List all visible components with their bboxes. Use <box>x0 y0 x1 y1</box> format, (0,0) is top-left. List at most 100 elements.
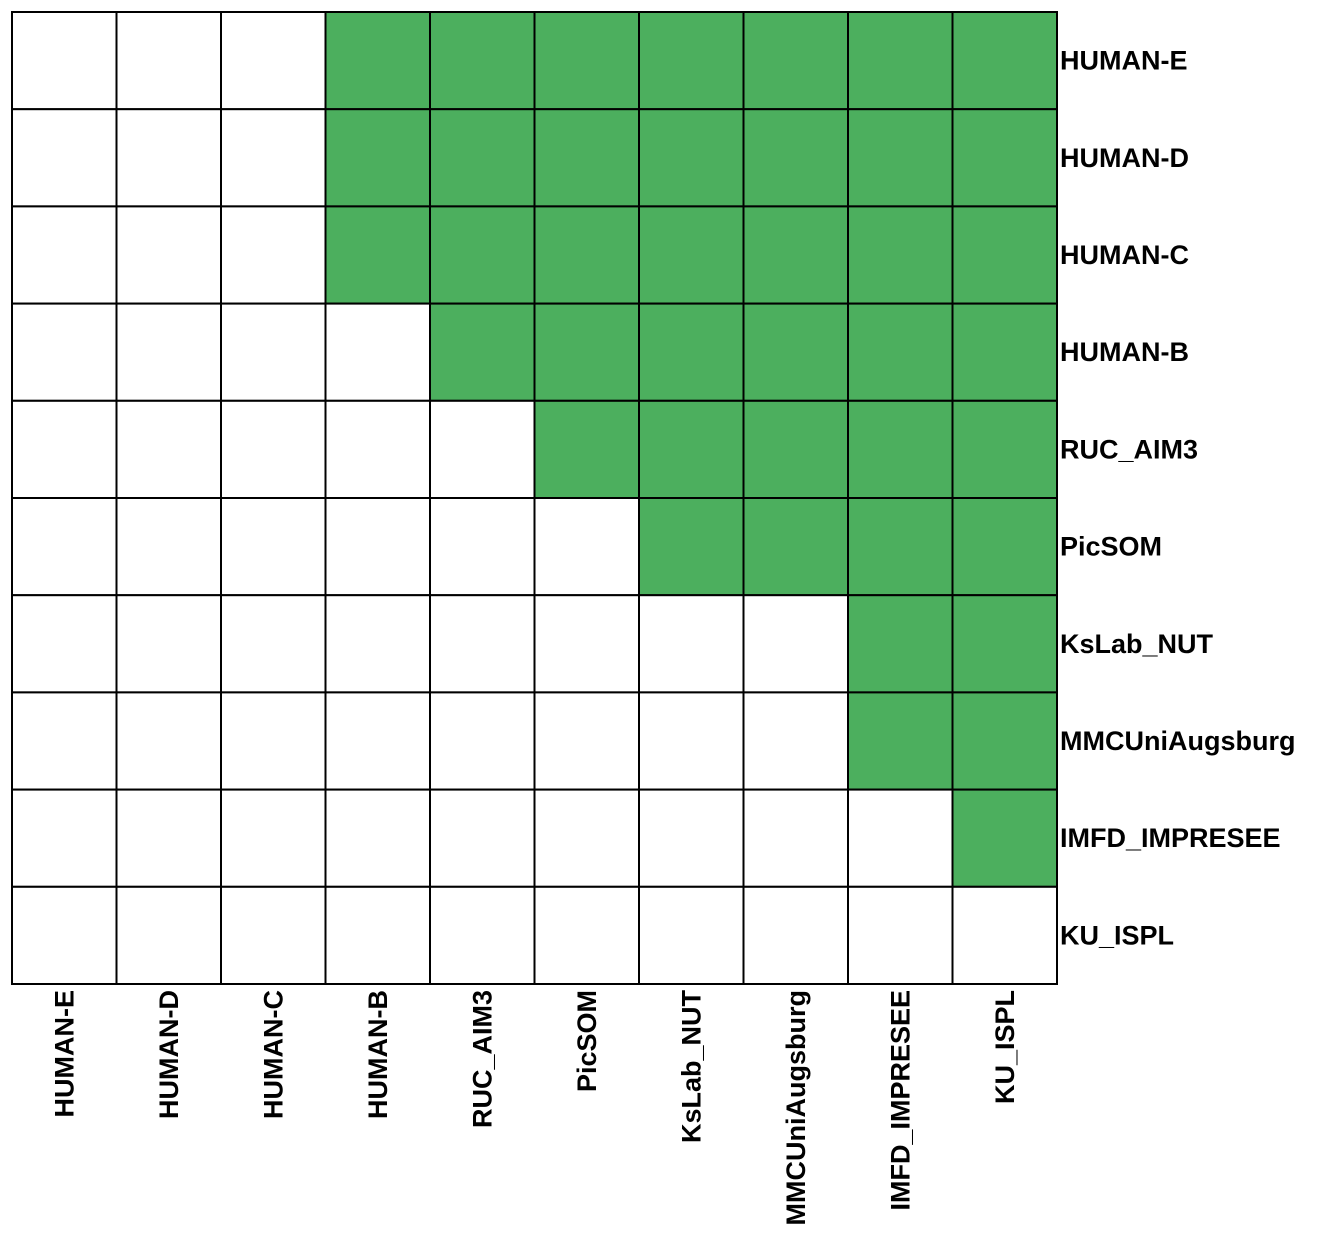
heatmap-cell-r0-c7 <box>742 11 849 111</box>
heatmap-cell-r6-c3 <box>324 594 431 694</box>
heatmap-cell-r6-c5 <box>533 594 640 694</box>
heatmap-cell-r0-c9 <box>951 11 1058 111</box>
row-label: MMCUniAugsburg <box>1060 726 1295 756</box>
heatmap-cell-r4-c8 <box>847 399 954 499</box>
heatmap-cell-r1-c4 <box>429 108 536 208</box>
heatmap-cell-r7-c4 <box>429 691 536 791</box>
heatmap-cell-r6-c1 <box>115 594 222 694</box>
heatmap-cell-r2-c6 <box>638 205 745 305</box>
heatmap-cell-r3-c0 <box>11 302 118 402</box>
row-label: HUMAN-B <box>1060 337 1189 367</box>
heatmap-cell-r5-c0 <box>11 497 118 597</box>
heatmap-cell-r5-c3 <box>324 497 431 597</box>
column-label: KsLab_NUT <box>676 990 706 1144</box>
heatmap-cell-r8-c8 <box>847 788 954 888</box>
heatmap-cell-r6-c9 <box>951 594 1058 694</box>
row-label: HUMAN-D <box>1060 143 1189 173</box>
column-label: HUMAN-E <box>49 990 79 1118</box>
heatmap-cell-r9-c0 <box>11 885 118 985</box>
heatmap-cell-r0-c8 <box>847 11 954 111</box>
heatmap-cell-r5-c8 <box>847 497 954 597</box>
heatmap-cell-r7-c2 <box>220 691 327 791</box>
heatmap-cell-r8-c2 <box>220 788 327 888</box>
column-labels: HUMAN-E HUMAN-D HUMAN-C HUMAN-B RUC_AIM3 PicS… <box>49 990 1020 1226</box>
row-label: IMFD_IMPRESEE <box>1060 823 1281 853</box>
column-label: HUMAN-C <box>258 990 288 1119</box>
heatmap-cell-r3-c3 <box>324 302 431 402</box>
heatmap-cell-r8-c5 <box>533 788 640 888</box>
heatmap-cell-r3-c4 <box>429 302 536 402</box>
row-label: HUMAN-E <box>1060 46 1188 76</box>
heatmap-cell-r3-c7 <box>742 302 849 402</box>
heatmap-cell-r2-c7 <box>742 205 849 305</box>
heatmap-cell-r0-c0 <box>11 11 118 111</box>
heatmap-cell-r8-c9 <box>951 788 1058 888</box>
heatmap-cell-r1-c7 <box>742 108 849 208</box>
heatmap-cell-r2-c9 <box>951 205 1058 305</box>
heatmap-cell-r2-c2 <box>220 205 327 305</box>
heatmap-cell-r2-c8 <box>847 205 954 305</box>
heatmap-cell-r1-c8 <box>847 108 954 208</box>
heatmap-cell-r1-c1 <box>115 108 222 208</box>
heatmap-cell-r6-c6 <box>638 594 745 694</box>
heatmap-cell-r3-c9 <box>951 302 1058 402</box>
heatmap-cell-r3-c8 <box>847 302 954 402</box>
heatmap-cell-r3-c1 <box>115 302 222 402</box>
heatmap-cell-r2-c5 <box>533 205 640 305</box>
row-labels: HUMAN-E HUMAN-D HUMAN-C HUMAN-B RUC_AIM3 PicS… <box>1060 46 1295 951</box>
heatmap-cell-r9-c4 <box>429 885 536 985</box>
heatmap-cell-r7-c3 <box>324 691 431 791</box>
heatmap-cell-r4-c0 <box>11 399 118 499</box>
row-label: KU_ISPL <box>1060 920 1174 950</box>
heatmap-cell-r1-c6 <box>638 108 745 208</box>
row-label: PicSOM <box>1060 532 1162 562</box>
heatmap-cell-r6-c7 <box>742 594 849 694</box>
heatmap-cell-r0-c3 <box>324 11 431 111</box>
column-label: KU_ISPL <box>990 990 1020 1104</box>
heatmap-cell-r5-c9 <box>951 497 1058 597</box>
heatmap-cell-r0-c6 <box>638 11 745 111</box>
heatmap-cell-r7-c8 <box>847 691 954 791</box>
heatmap-cell-r3-c5 <box>533 302 640 402</box>
heatmap-cell-r7-c9 <box>951 691 1058 791</box>
column-label: MMCUniAugsburg <box>781 990 811 1225</box>
heatmap-cell-r9-c9 <box>951 885 1058 985</box>
heatmap-cell-r6-c0 <box>11 594 118 694</box>
heatmap-cell-r4-c3 <box>324 399 431 499</box>
column-label: IMFD_IMPRESEE <box>885 990 915 1211</box>
heatmap-cell-r4-c6 <box>638 399 745 499</box>
column-label: PicSOM <box>572 990 602 1092</box>
column-label: RUC_AIM3 <box>467 990 497 1128</box>
heatmap-cell-r8-c0 <box>11 788 118 888</box>
heatmap-cell-r5-c1 <box>115 497 222 597</box>
heatmap-cell-r8-c6 <box>638 788 745 888</box>
heatmap-cell-r2-c4 <box>429 205 536 305</box>
heatmap-cell-r9-c2 <box>220 885 327 985</box>
heatmap-cell-r7-c7 <box>742 691 849 791</box>
heatmap-cell-r4-c4 <box>429 399 536 499</box>
heatmap-cell-r0-c1 <box>115 11 222 111</box>
heatmap-cell-r3-c2 <box>220 302 327 402</box>
heatmap-cell-r8-c3 <box>324 788 431 888</box>
row-label: KsLab_NUT <box>1060 629 1214 659</box>
heatmap-cell-r2-c0 <box>11 205 118 305</box>
heatmap-cell-r9-c1 <box>115 885 222 985</box>
row-label: RUC_AIM3 <box>1060 434 1198 464</box>
heatmap-cell-r5-c5 <box>533 497 640 597</box>
heatmap-cell-r5-c7 <box>742 497 849 597</box>
heatmap-cell-r5-c2 <box>220 497 327 597</box>
heatmap-cell-r2-c3 <box>324 205 431 305</box>
heatmap-cell-r8-c4 <box>429 788 536 888</box>
heatmap-cell-r4-c9 <box>951 399 1058 499</box>
heatmap-cell-r0-c4 <box>429 11 536 111</box>
heatmap-cell-r2-c1 <box>115 205 222 305</box>
heatmap-cell-r5-c4 <box>429 497 536 597</box>
heatmap-cell-r6-c4 <box>429 594 536 694</box>
heatmap-cell-r4-c2 <box>220 399 327 499</box>
column-label: HUMAN-D <box>154 990 184 1119</box>
heatmap-cell-r9-c5 <box>533 885 640 985</box>
heatmap-cell-r4-c5 <box>533 399 640 499</box>
heatmap-cell-r8-c1 <box>115 788 222 888</box>
heatmap-cell-r8-c7 <box>742 788 849 888</box>
heatmap-cell-r4-c1 <box>115 399 222 499</box>
